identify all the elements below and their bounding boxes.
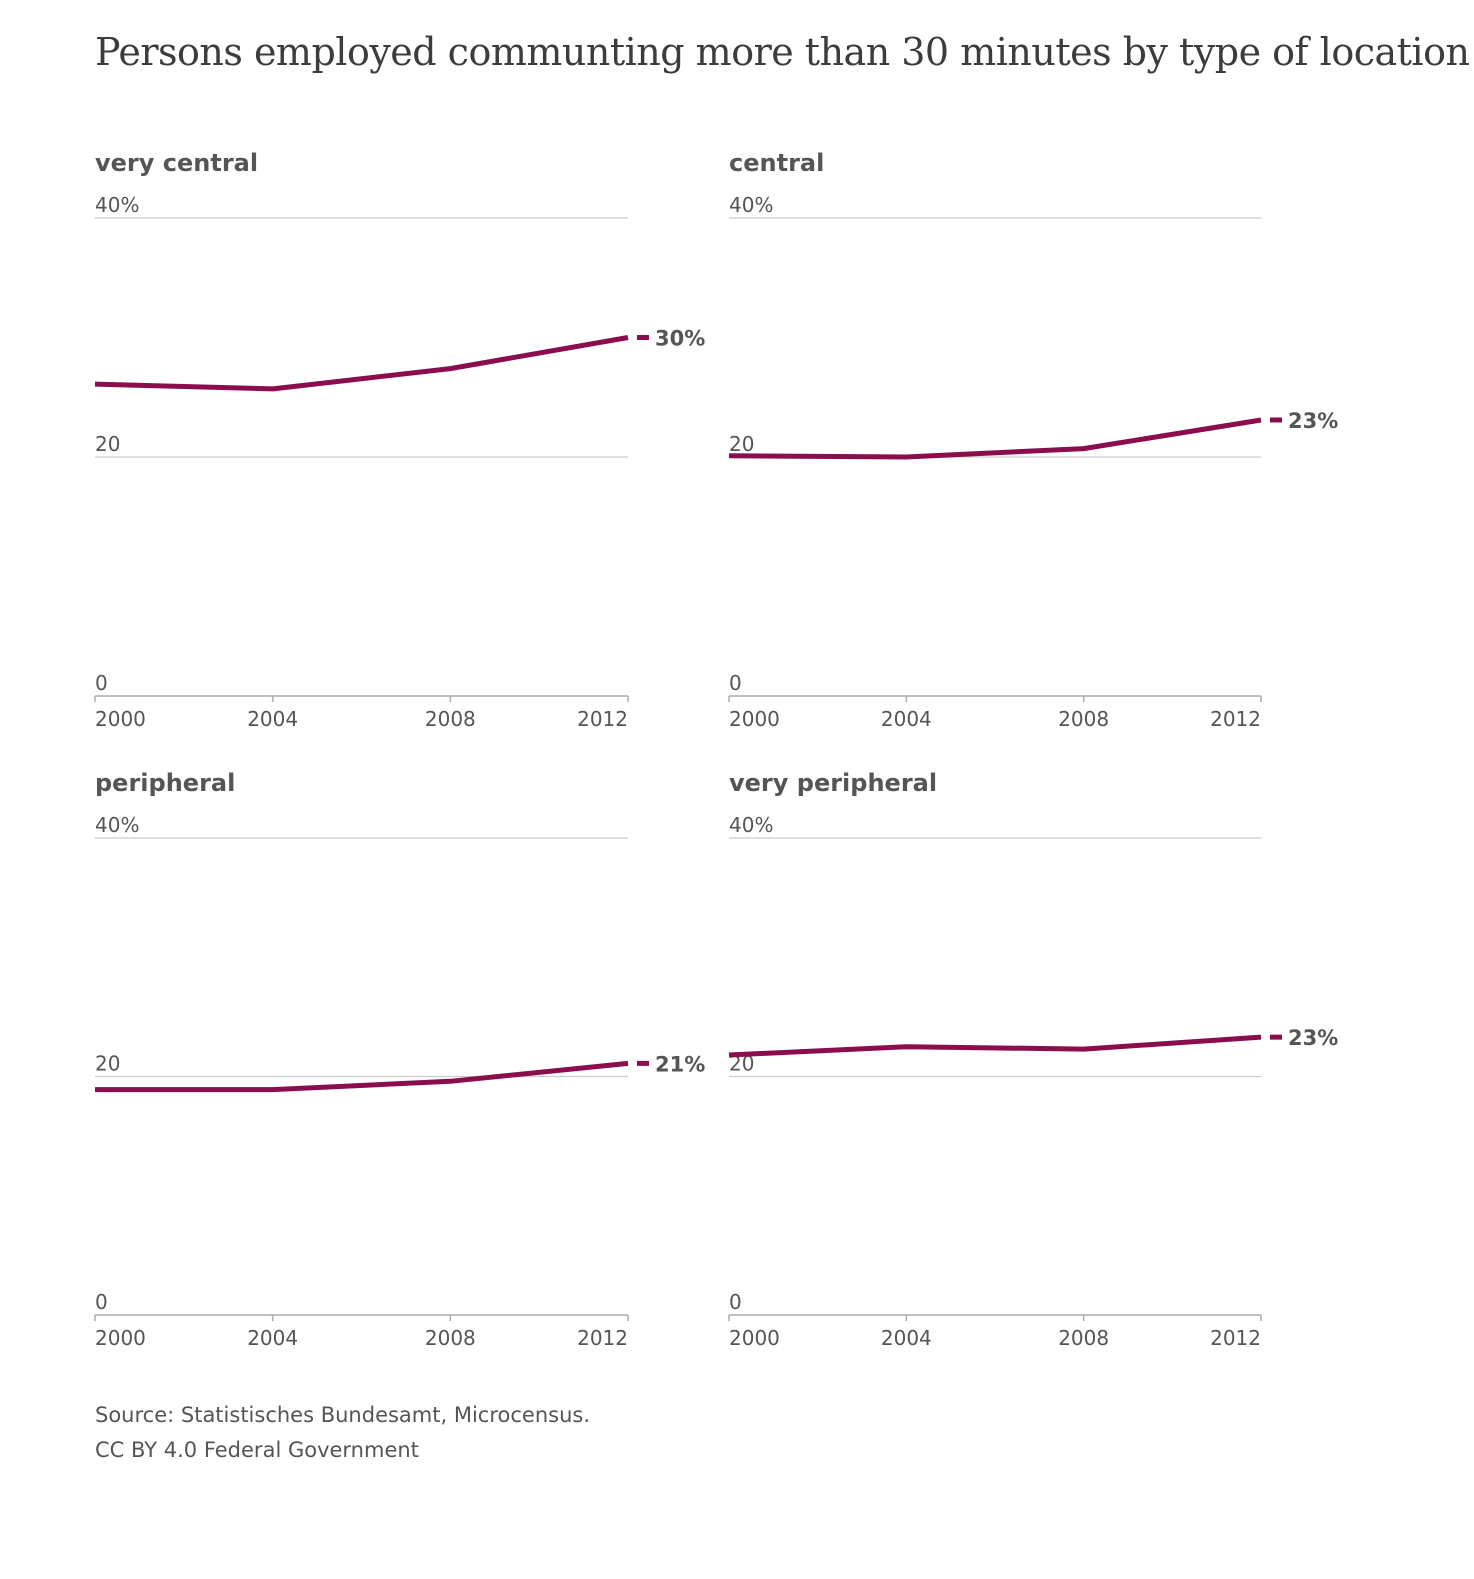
series-line xyxy=(95,1060,629,1093)
y-tick-label: 40% xyxy=(729,193,773,217)
y-tick-label: 40% xyxy=(729,813,773,837)
x-tick-label: 2000 xyxy=(729,707,780,731)
x-tick-label: 2008 xyxy=(425,1326,476,1350)
x-tick-label: 2000 xyxy=(729,1326,780,1350)
panel-title: central xyxy=(729,149,824,177)
x-tick-label: 2012 xyxy=(577,1326,628,1350)
series-line xyxy=(728,1034,1262,1058)
source-note: Source: Statistisches Bundesamt, Microce… xyxy=(95,1398,590,1468)
series-line xyxy=(728,417,1262,460)
chart-panel-3: peripheral 40% 20 0 2000 2004 2008 2012 21% xyxy=(94,769,705,1350)
license-line: CC BY 4.0 Federal Government xyxy=(95,1438,419,1462)
x-tick-label: 2004 xyxy=(247,707,298,731)
x-tick-label: 2004 xyxy=(881,1326,932,1350)
x-tick-label: 2008 xyxy=(1058,707,1109,731)
x-tick-label: 2004 xyxy=(881,707,932,731)
y-tick-label: 0 xyxy=(729,671,742,695)
chart-panel-2: central 40% 20 0 2000 2004 2008 2012 23% xyxy=(728,149,1338,731)
x-tick-label: 2012 xyxy=(1210,707,1261,731)
panel-title: very peripheral xyxy=(729,769,937,797)
y-tick-label: 0 xyxy=(95,1290,108,1314)
y-tick-label: 20 xyxy=(95,1052,120,1076)
series-line xyxy=(94,335,629,392)
y-tick-label: 0 xyxy=(729,1290,742,1314)
panel-title: very central xyxy=(95,149,258,177)
data-label: 21% xyxy=(655,1052,705,1076)
y-tick-label: 20 xyxy=(729,432,754,456)
y-tick-label: 0 xyxy=(95,671,108,695)
data-label: 30% xyxy=(655,327,705,351)
source-line: Source: Statistisches Bundesamt, Microce… xyxy=(95,1403,591,1427)
chart-panel-1: very central 40% 20 0 2000 2004 2008 2012 30% xyxy=(94,149,705,731)
x-tick-label: 2000 xyxy=(95,1326,146,1350)
panel-title: peripheral xyxy=(95,769,235,797)
data-label: 23% xyxy=(1288,409,1338,433)
chart-title: Persons employed communting more than 30… xyxy=(95,30,1470,74)
y-tick-label: 40% xyxy=(95,813,139,837)
x-tick-label: 2000 xyxy=(95,707,146,731)
x-tick-label: 2008 xyxy=(1058,1326,1109,1350)
x-tick-label: 2004 xyxy=(247,1326,298,1350)
x-tick-label: 2008 xyxy=(425,707,476,731)
y-tick-label: 20 xyxy=(95,432,120,456)
data-label: 23% xyxy=(1288,1026,1338,1050)
x-tick-label: 2012 xyxy=(1210,1326,1261,1350)
y-tick-label: 40% xyxy=(95,193,139,217)
x-tick-label: 2012 xyxy=(577,707,628,731)
